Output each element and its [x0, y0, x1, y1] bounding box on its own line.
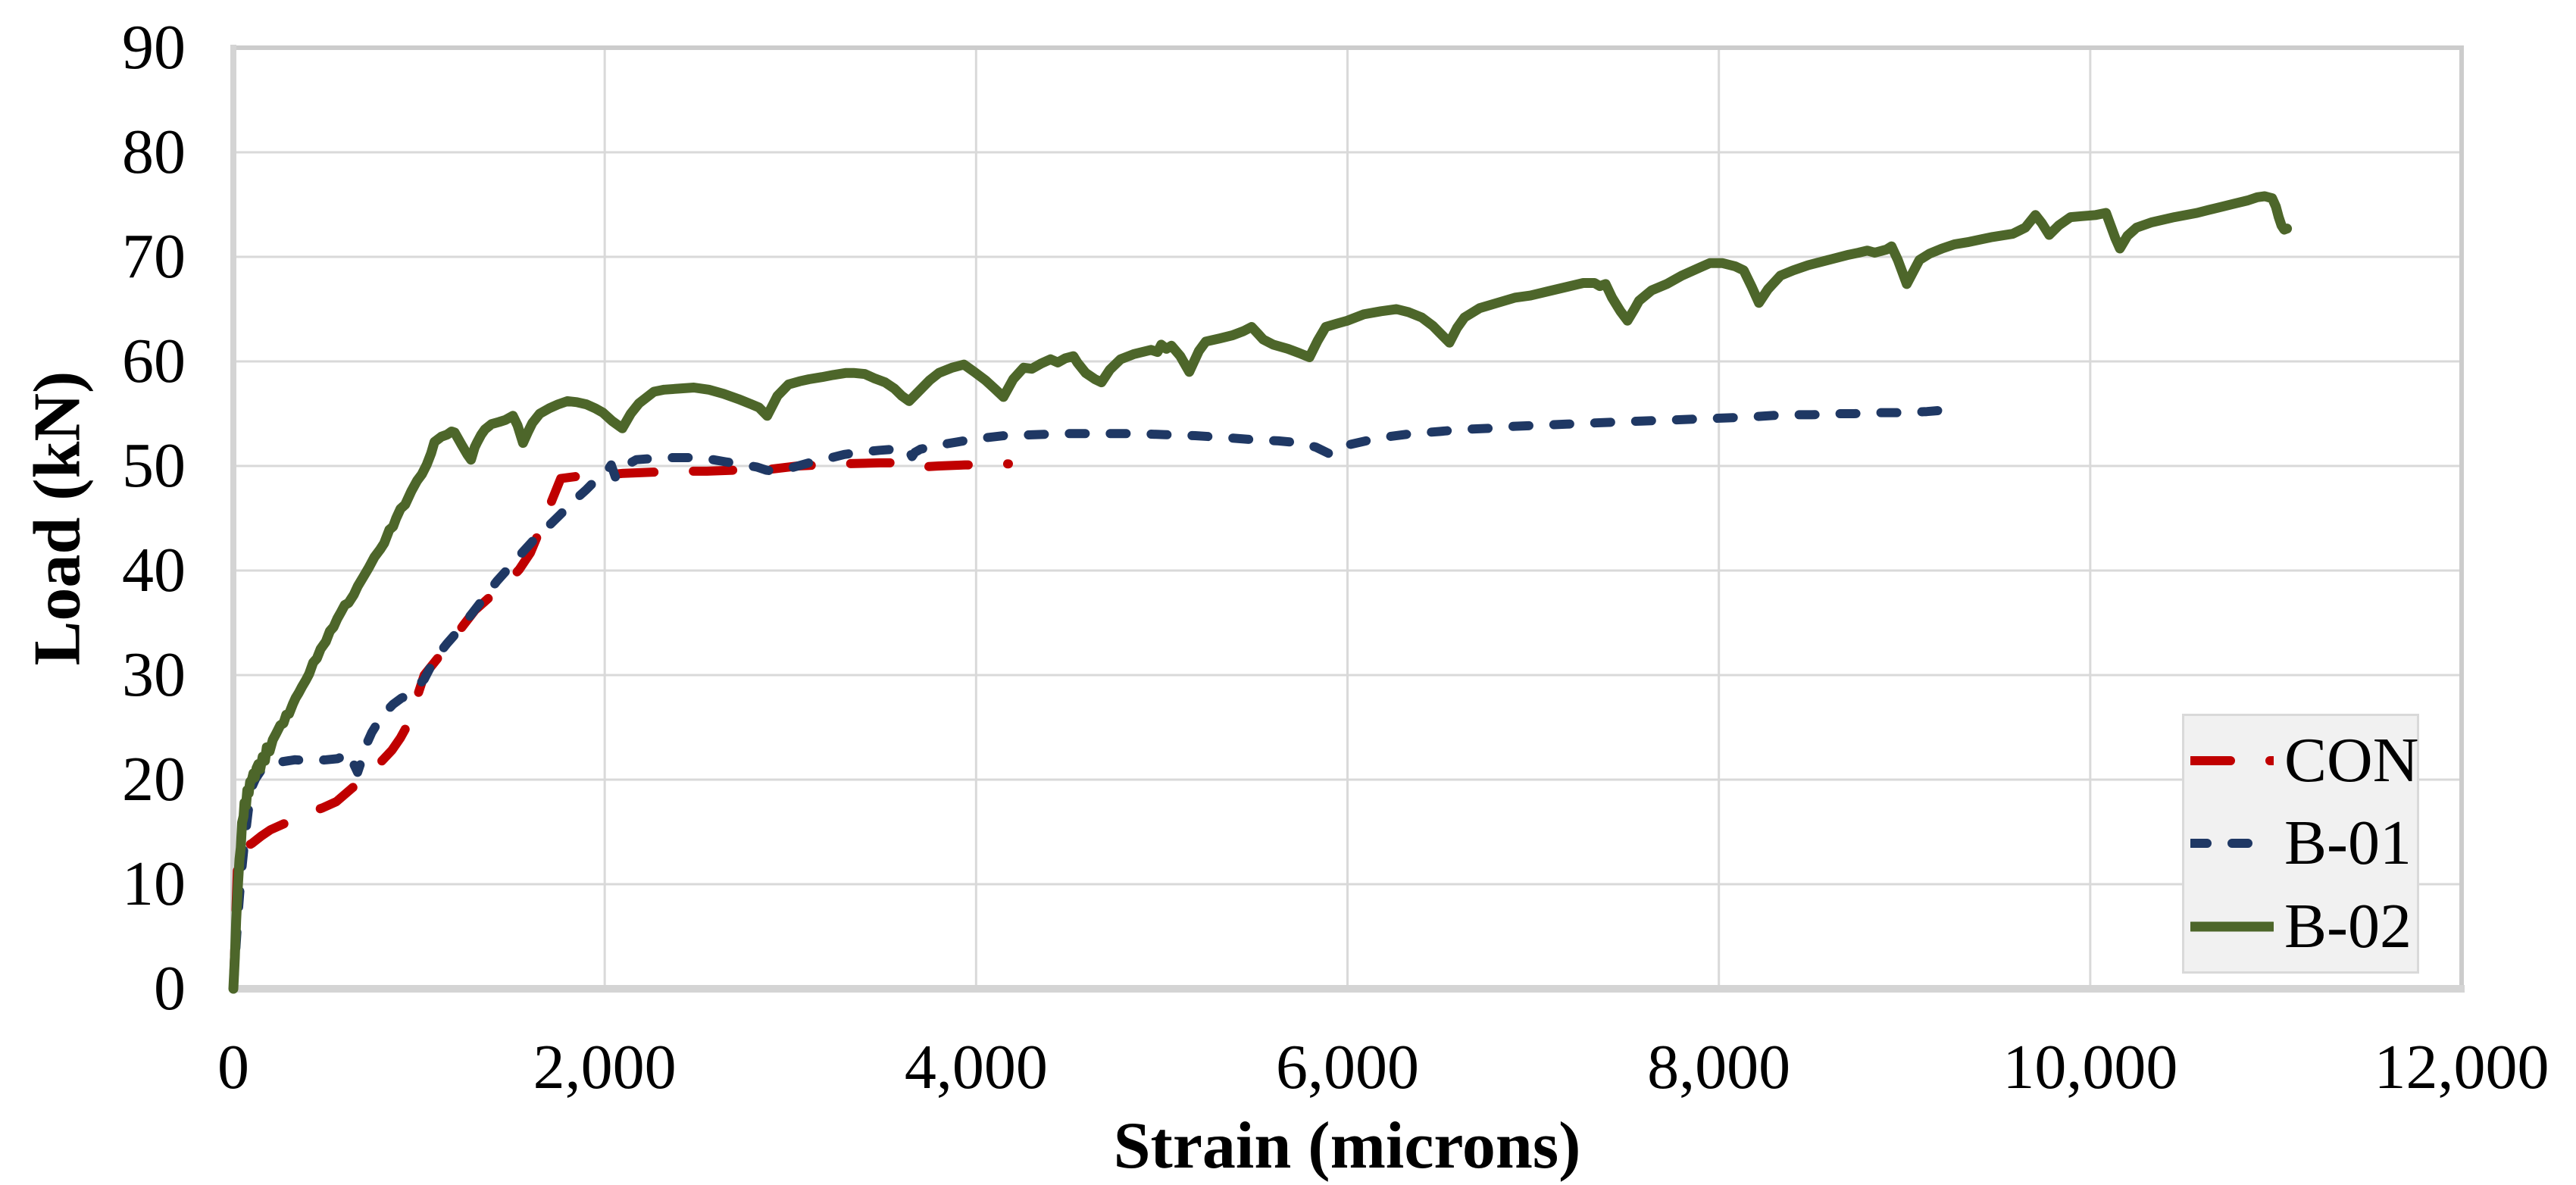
- y-tick-label: 50: [122, 430, 186, 501]
- x-tick-label: 6,000: [1276, 1032, 1419, 1102]
- x-axis-title: Strain (microns): [1113, 1109, 1581, 1183]
- y-tick-label: 10: [122, 849, 186, 919]
- legend-sample-line-con: [2190, 755, 2274, 765]
- legend-sample-line-b02: [2190, 921, 2274, 932]
- series-line-B-02: [228, 191, 2293, 994]
- x-tick-label: 2,000: [533, 1032, 677, 1102]
- y-tick-label: 0: [154, 953, 186, 1024]
- y-tick-label: 80: [122, 117, 186, 187]
- legend-row-con: CON: [2190, 720, 2419, 802]
- series-line-CON: [229, 458, 1013, 993]
- legend-label-con: CON: [2284, 724, 2419, 796]
- x-tick-label: 4,000: [904, 1032, 1048, 1102]
- x-tick-label: 12,000: [2374, 1032, 2549, 1102]
- y-tick-label: 70: [122, 221, 186, 292]
- x-tick-label: 10,000: [2002, 1032, 2178, 1102]
- y-tick-label: 20: [122, 744, 186, 814]
- y-tick-label: 30: [122, 639, 186, 710]
- legend-row-b02: B-02: [2190, 886, 2417, 968]
- x-tick-label: 8,000: [1647, 1032, 1791, 1102]
- legend-row-b01: B-01: [2190, 802, 2417, 884]
- legend-label-b01: B-01: [2284, 808, 2412, 879]
- y-tick-label: 60: [122, 326, 186, 396]
- x-tick-label: 0: [217, 1032, 249, 1102]
- y-tick-label: 90: [122, 12, 186, 83]
- y-tick-label: 40: [122, 535, 186, 605]
- legend-sample-line-b01: [2190, 839, 2274, 849]
- y-axis-title: Load (kN): [20, 371, 95, 666]
- legend: CON B-01 B-02: [2182, 714, 2419, 974]
- series-line-B-01: [229, 405, 1955, 993]
- legend-label-b02: B-02: [2284, 891, 2412, 962]
